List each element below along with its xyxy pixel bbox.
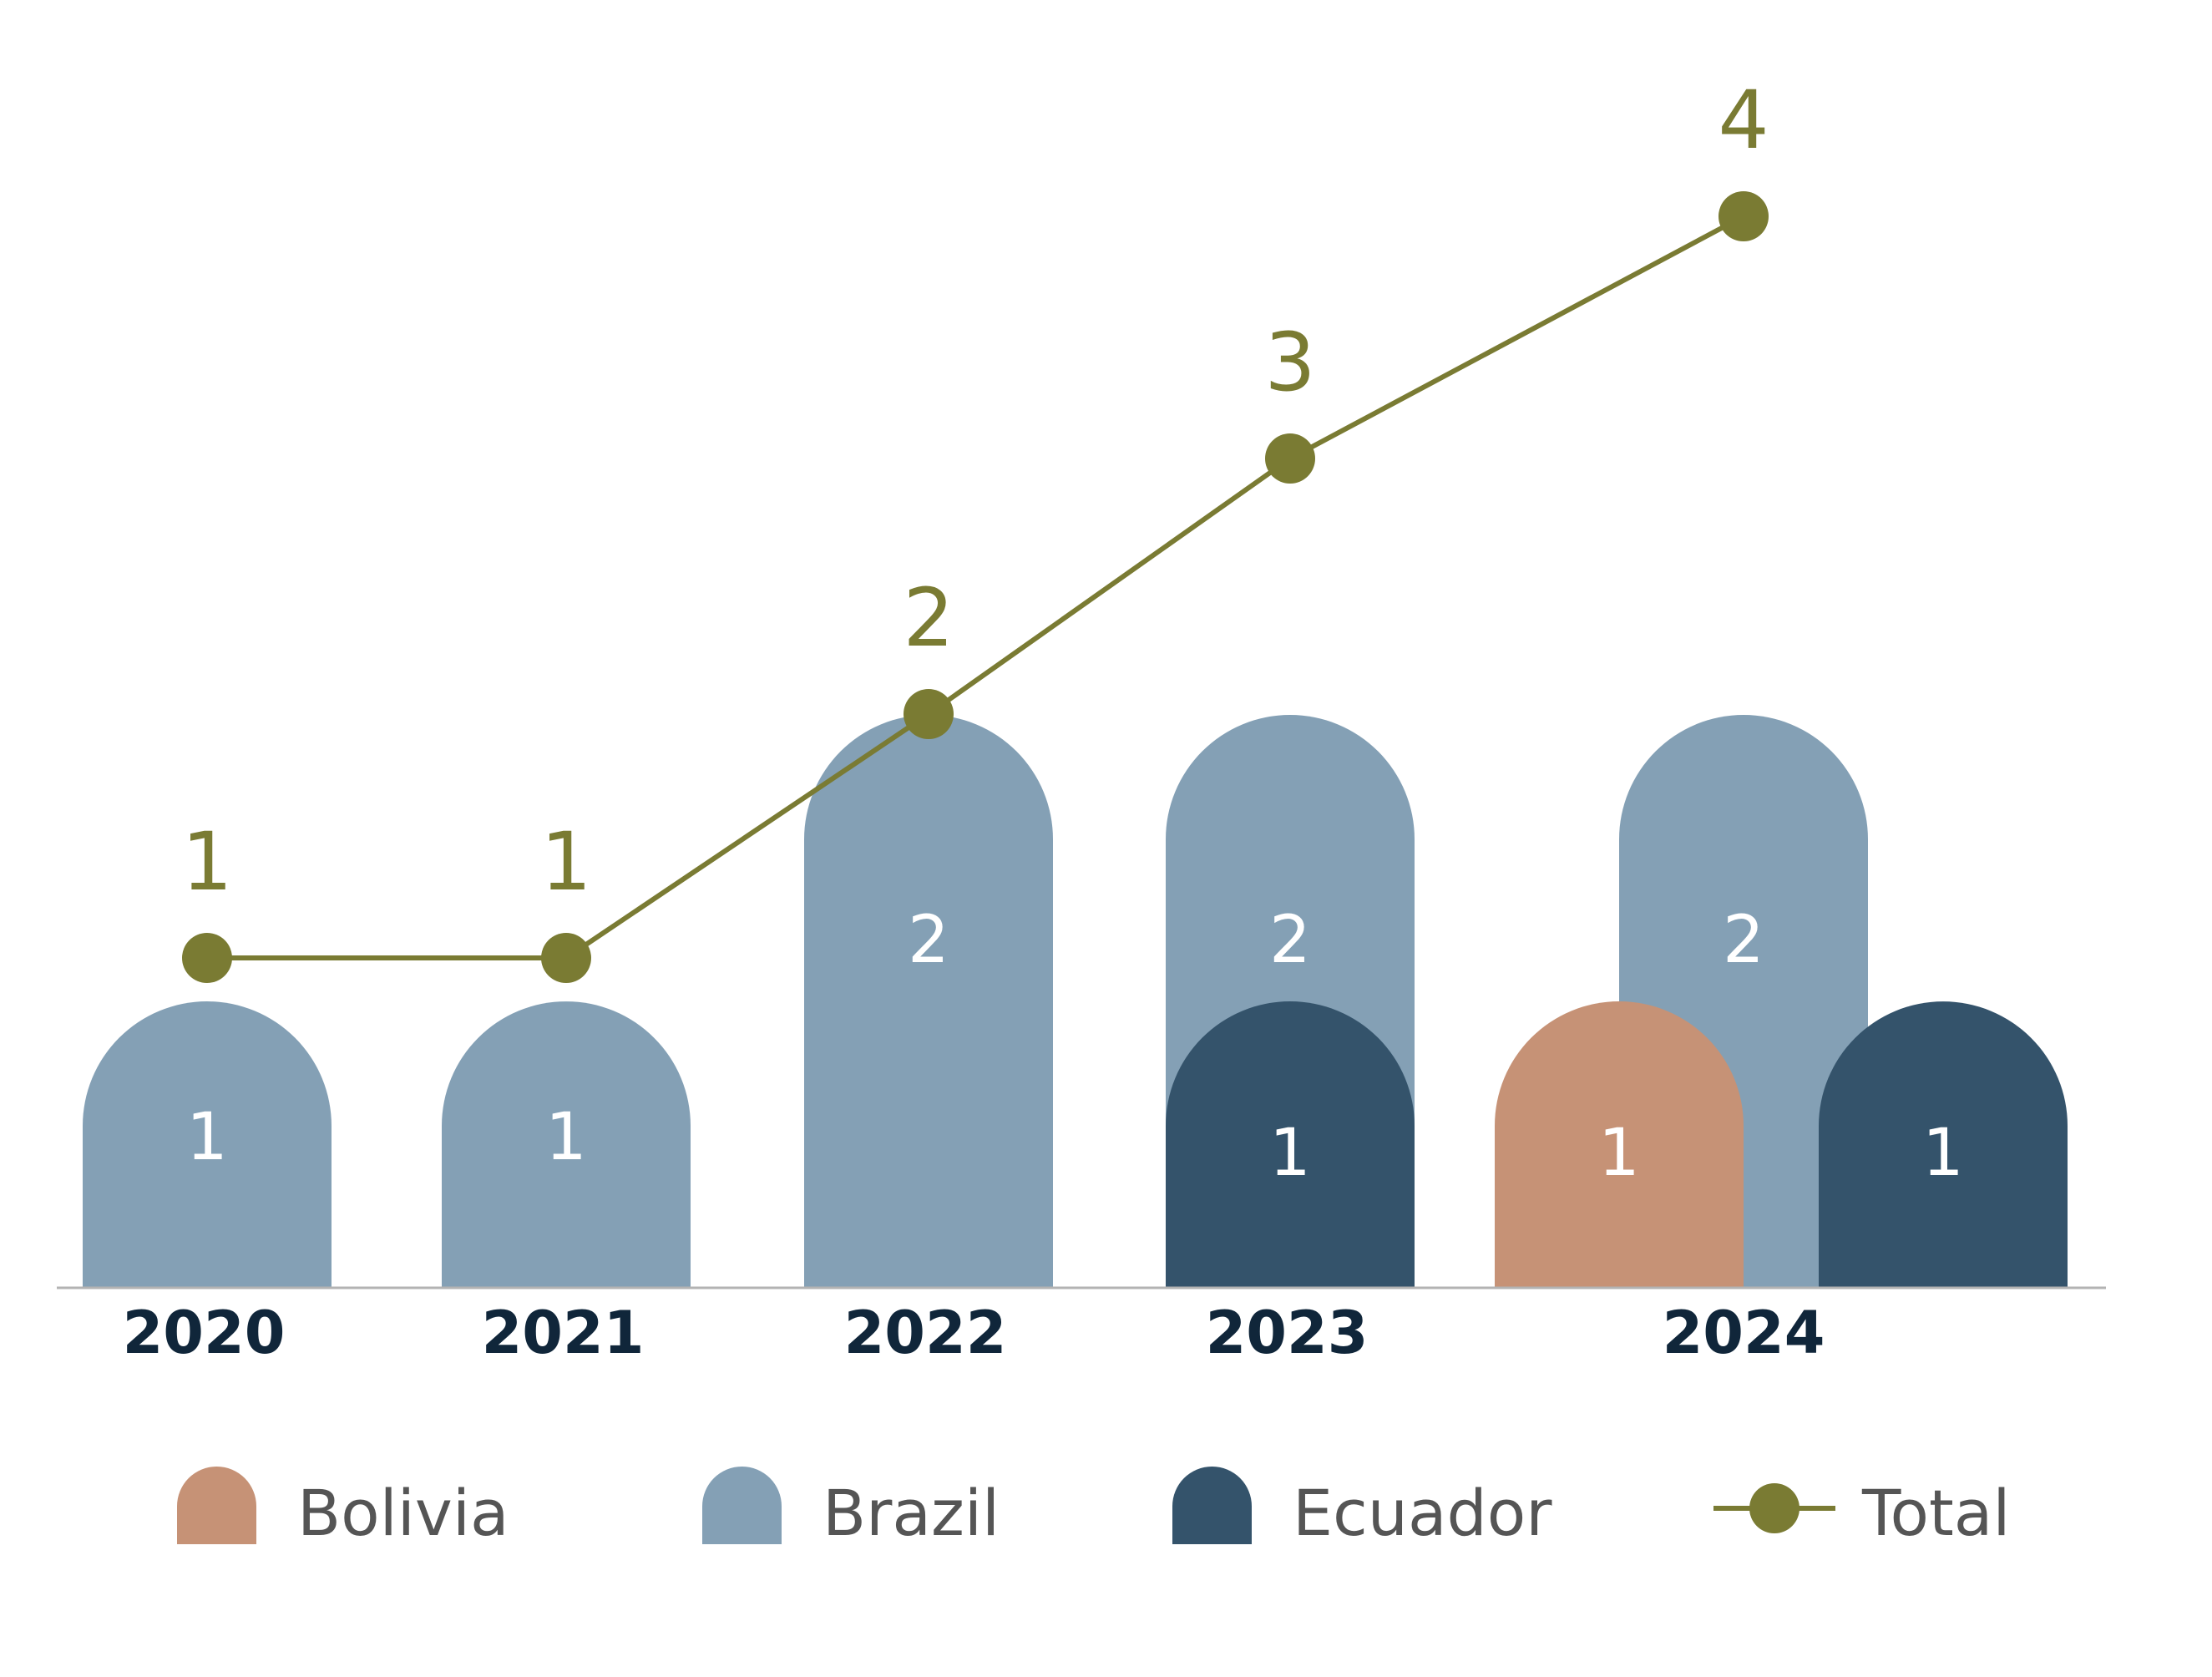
- x-tick-label-2023: 2023: [1206, 1299, 1369, 1367]
- total-point-2022: [904, 689, 954, 739]
- bar-label-ecuador-2023: 1: [1269, 1116, 1311, 1191]
- legend-label-bolivia: Bolivia: [297, 1476, 509, 1550]
- total-point-2023: [1265, 433, 1315, 484]
- bar-brazil-2022: [804, 715, 1053, 1288]
- bar-label-brazil-2024: 2: [1723, 903, 1764, 978]
- x-tick-label-2021: 2021: [482, 1299, 645, 1367]
- bar-label-brazil-2022: 2: [908, 903, 949, 978]
- bar-brazil-2020: [83, 1001, 332, 1288]
- legend-swatch-brazil: [702, 1467, 782, 1544]
- bar-label-brazil-2023: 2: [1269, 903, 1311, 978]
- total-label-2021: 1: [540, 815, 591, 909]
- total-point-2024: [1718, 191, 1769, 241]
- bar-label-brazil-2021: 1: [545, 1100, 587, 1175]
- total-label-2022: 2: [903, 571, 954, 665]
- bar-label-brazil-2020: 1: [186, 1100, 228, 1175]
- total-point-2021: [541, 933, 591, 983]
- legend-marker-total: [1749, 1483, 1799, 1533]
- total-point-2020: [182, 933, 232, 983]
- bar-label-ecuador-2024: 1: [1922, 1116, 1964, 1191]
- x-tick-label-2024: 2024: [1663, 1299, 1825, 1367]
- bar-label-bolivia-2024: 1: [1598, 1116, 1640, 1191]
- legend-swatch-ecuador: [1172, 1467, 1252, 1544]
- legend-label-total: Total: [1861, 1476, 2011, 1550]
- bar-bolivia-2024: [1495, 1001, 1744, 1288]
- x-tick-label-2020: 2020: [123, 1299, 286, 1367]
- x-tick-label-2022: 2022: [844, 1299, 1007, 1367]
- legend-label-brazil: Brazil: [823, 1476, 1000, 1550]
- legend-label-ecuador: Ecuador: [1293, 1476, 1552, 1550]
- total-label-2023: 3: [1264, 316, 1315, 409]
- legend-swatch-bolivia: [177, 1467, 256, 1544]
- bar-ecuador-2023: [1166, 1001, 1415, 1288]
- bar-brazil-2021: [442, 1001, 691, 1288]
- bar-ecuador-2024: [1819, 1001, 2068, 1288]
- total-label-2024: 4: [1718, 73, 1769, 167]
- total-label-2020: 1: [181, 815, 232, 909]
